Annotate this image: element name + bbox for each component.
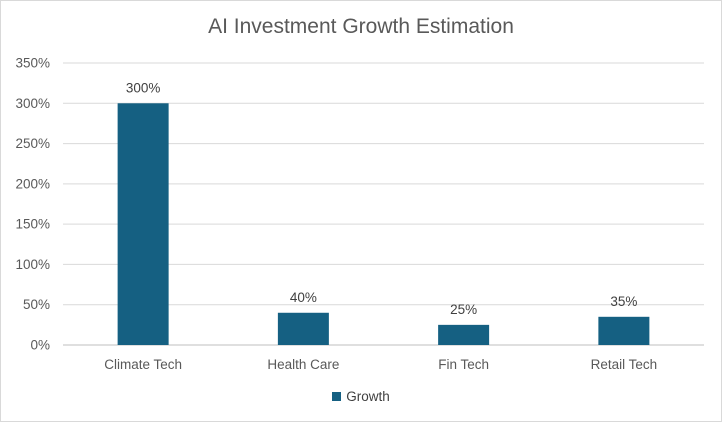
y-tick-label: 200% bbox=[15, 176, 50, 191]
x-tick-label: Fin Tech bbox=[438, 357, 489, 372]
chart-title: AI Investment Growth Estimation bbox=[208, 15, 514, 38]
bar bbox=[438, 324, 490, 345]
y-tick-label: 250% bbox=[15, 136, 50, 151]
data-label: 25% bbox=[450, 302, 477, 317]
x-tick-label: Retail Tech bbox=[591, 357, 658, 372]
data-label: 40% bbox=[290, 290, 317, 305]
bar bbox=[117, 103, 169, 346]
x-tick-label: Climate Tech bbox=[104, 357, 182, 372]
legend-swatch-growth bbox=[332, 392, 342, 401]
y-tick-label: 100% bbox=[15, 257, 50, 272]
y-tick-label: 0% bbox=[30, 338, 50, 353]
y-tick-label: 350% bbox=[15, 56, 50, 71]
bar bbox=[277, 312, 329, 345]
x-tick-label: Health Care bbox=[267, 357, 339, 372]
data-label: 300% bbox=[126, 80, 161, 95]
y-tick-label: 150% bbox=[15, 217, 50, 232]
bar bbox=[598, 316, 650, 345]
legend: Growth bbox=[1, 389, 721, 404]
legend-label-growth: Growth bbox=[346, 389, 390, 404]
y-tick-label: 50% bbox=[23, 297, 50, 312]
y-tick-label: 300% bbox=[15, 96, 50, 111]
data-label: 35% bbox=[610, 294, 637, 309]
